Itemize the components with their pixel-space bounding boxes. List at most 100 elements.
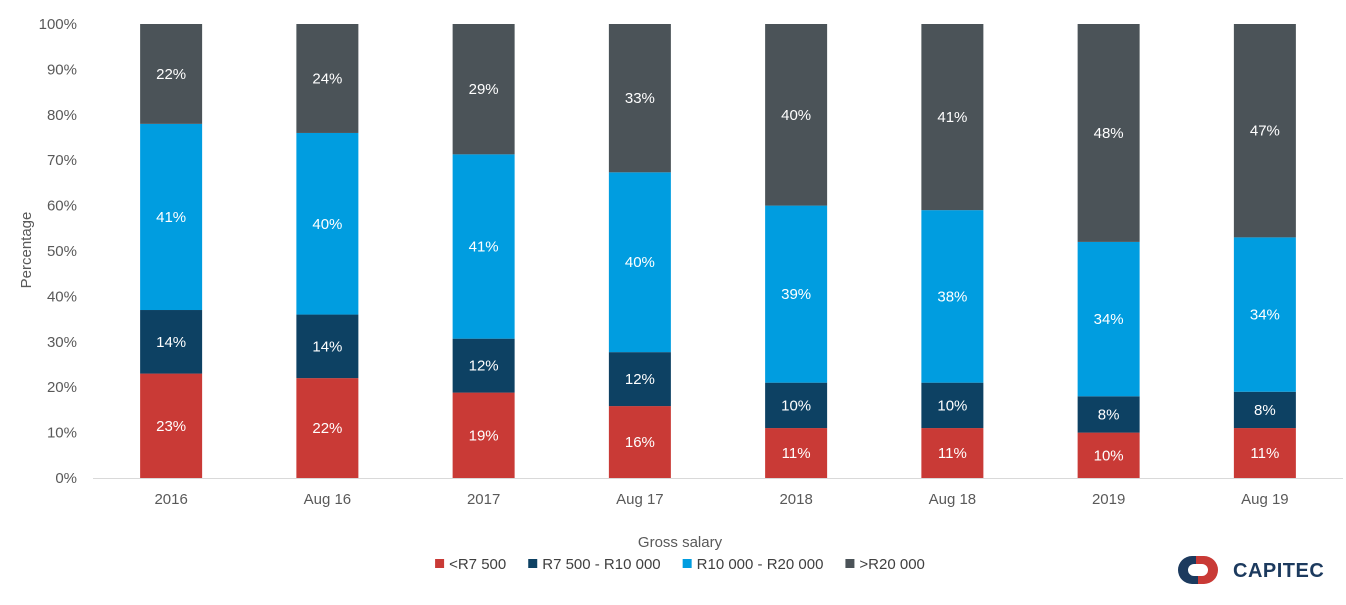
bar-segment xyxy=(921,382,984,429)
bar-segment xyxy=(140,123,203,311)
data-label: 12% xyxy=(625,371,655,388)
x-tick-label: 2017 xyxy=(467,491,500,508)
x-axis-title: Gross salary xyxy=(638,534,723,551)
data-label: 29% xyxy=(469,81,499,98)
bar-segment xyxy=(296,378,359,478)
bar-segment xyxy=(296,132,359,315)
y-tick-label: 100% xyxy=(39,16,77,33)
bar-segment xyxy=(452,24,515,155)
bars xyxy=(140,24,1296,478)
data-label: 8% xyxy=(1254,402,1276,419)
x-tick-label: Aug 17 xyxy=(616,491,664,508)
data-label: 34% xyxy=(1250,307,1280,324)
data-label: 48% xyxy=(1094,125,1124,142)
y-tick-label: 30% xyxy=(47,334,77,351)
bar-segment xyxy=(296,314,359,379)
bar-segment xyxy=(765,382,828,429)
data-label: 40% xyxy=(781,107,811,124)
legend-swatch xyxy=(435,559,445,568)
y-tick-label: 60% xyxy=(47,198,77,215)
x-tick-label: Aug 19 xyxy=(1241,491,1289,508)
bar-segment xyxy=(1077,241,1140,397)
bar-segment xyxy=(765,24,828,206)
legend-label: R7 500 - R10 000 xyxy=(542,556,660,573)
y-tick-label: 10% xyxy=(47,425,77,442)
legend-swatch xyxy=(682,559,692,568)
bar-segment xyxy=(1233,391,1296,429)
legend-label: <R7 500 xyxy=(449,556,506,573)
legend-item: <R7 500 xyxy=(435,556,506,573)
capitec-logo: CAPITEC xyxy=(1178,556,1324,584)
data-label: 16% xyxy=(625,434,655,451)
data-label: 11% xyxy=(938,445,967,462)
bar-segment xyxy=(921,428,984,478)
legend-label: R10 000 - R20 000 xyxy=(697,556,824,573)
data-label: 11% xyxy=(1250,445,1279,462)
data-label: 41% xyxy=(469,239,499,256)
bar-segment xyxy=(296,24,359,133)
bar-segment xyxy=(921,210,984,383)
x-tick-label: 2016 xyxy=(154,491,187,508)
data-label: 39% xyxy=(781,286,811,303)
data-label: 40% xyxy=(625,254,655,271)
data-label: 22% xyxy=(156,66,186,83)
legend-item: R7 500 - R10 000 xyxy=(528,556,661,573)
data-label: 23% xyxy=(156,418,186,435)
bar-segment xyxy=(140,24,203,124)
data-label: 24% xyxy=(312,70,342,87)
legend-label: >R20 000 xyxy=(859,556,924,573)
bar-segment xyxy=(608,352,671,407)
data-label: 41% xyxy=(937,109,967,126)
data-label: 22% xyxy=(312,420,342,437)
data-label: 8% xyxy=(1098,406,1120,423)
data-label: 41% xyxy=(156,209,186,226)
y-tick-label: 0% xyxy=(55,470,77,487)
bar-segment xyxy=(1233,428,1296,478)
data-labels: 23% 14% 41% 22% 22% 14% 40% 24% 19% 12% 41% 29% 16% 1… xyxy=(156,66,1280,464)
data-label: 14% xyxy=(156,334,186,351)
data-label: 10% xyxy=(781,397,811,414)
data-label: 34% xyxy=(1094,311,1124,328)
bar-segment xyxy=(1233,24,1296,238)
bar-segment xyxy=(765,205,828,383)
bar-segment xyxy=(452,338,515,393)
x-tick-label: Aug 16 xyxy=(304,491,352,508)
bar-segment xyxy=(452,392,515,478)
bar-segment xyxy=(608,172,671,353)
bar-segment xyxy=(608,406,671,478)
bar-segment xyxy=(765,428,828,478)
data-label: 19% xyxy=(469,427,499,444)
data-label: 47% xyxy=(1250,123,1280,140)
y-tick-label: 90% xyxy=(47,61,77,78)
capitec-logo-icon xyxy=(1178,556,1218,584)
data-label: 38% xyxy=(937,288,967,305)
bar-segment xyxy=(140,373,203,478)
bar-segment xyxy=(140,310,203,374)
y-tick-label: 80% xyxy=(47,107,77,124)
y-tick-label: 70% xyxy=(47,152,77,169)
x-tick-label: 2019 xyxy=(1092,491,1125,508)
legend-swatch xyxy=(845,559,855,568)
bar-segment xyxy=(1077,432,1140,478)
legend-item: >R20 000 xyxy=(845,556,925,573)
data-label: 12% xyxy=(469,358,499,375)
data-label: 33% xyxy=(625,90,655,107)
x-tick-label: Aug 18 xyxy=(929,491,977,508)
bar-segment xyxy=(921,24,984,211)
x-tick-label: 2018 xyxy=(779,491,812,508)
y-axis-title: Percentage xyxy=(18,212,35,289)
data-label: 10% xyxy=(937,397,967,414)
bar-segment xyxy=(1077,396,1140,433)
bar-segment xyxy=(608,24,671,173)
capitec-logo-text: CAPITEC xyxy=(1233,560,1324,582)
legend-item: R10 000 - R20 000 xyxy=(682,556,824,573)
bar-segment xyxy=(452,154,515,339)
y-axis: 0% 10% 20% 30% 40% 50% 60% 70% 80% 90% 100% xyxy=(39,16,77,487)
data-label: 40% xyxy=(312,216,342,233)
bar-segment xyxy=(1233,237,1296,392)
y-tick-label: 40% xyxy=(47,288,77,305)
y-tick-label: 50% xyxy=(47,243,77,260)
data-label: 10% xyxy=(1094,447,1124,464)
